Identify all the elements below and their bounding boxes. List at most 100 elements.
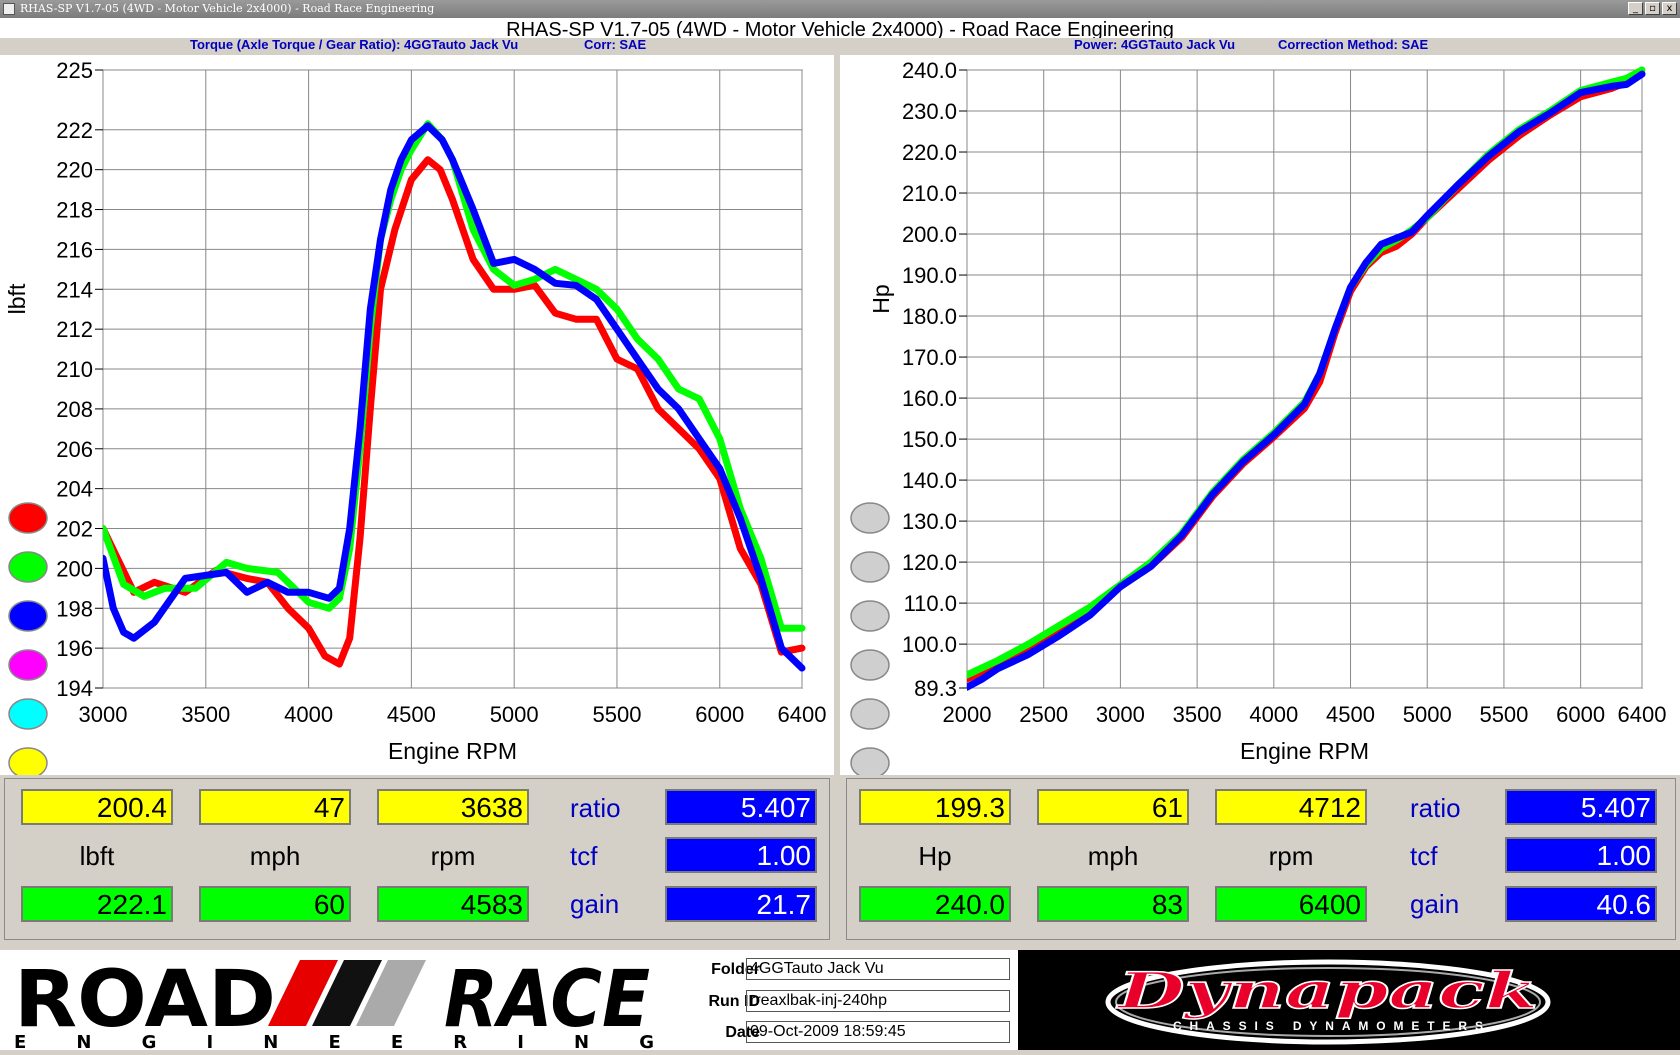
power-x-tick-label: 6400 xyxy=(1618,702,1667,727)
torque-y-tick-label: 200 xyxy=(56,556,93,581)
torque-x-tick-label: 5500 xyxy=(592,702,641,727)
torque-y-axis-title: lbft xyxy=(4,283,30,314)
torque-ratio-label: ratio xyxy=(570,793,621,823)
power-rpm-label: rpm xyxy=(1268,841,1314,871)
power-chart-panel: 2000 2500 3000 3500 4000 4500 5000 5500 6000 6400… xyxy=(840,55,1680,779)
torque-cursor-rpm: 3638 xyxy=(377,789,529,825)
torque-y-tick-label: 220 xyxy=(56,158,93,183)
runid-field[interactable]: rreaxlbak-inj-240hp xyxy=(746,990,1010,1012)
torque-y-tick-label: 222 xyxy=(56,118,93,143)
torque-mph-label: mph xyxy=(249,841,301,871)
power-y-tick-label: 230.0 xyxy=(902,99,957,124)
torque-run-toggle-4[interactable] xyxy=(8,649,48,681)
logo-road-text: ROAD xyxy=(14,955,276,1045)
power-y-axis-title: Hp xyxy=(868,284,894,313)
folder-field[interactable]: 4GGTauto Jack Vu xyxy=(746,958,1010,980)
torque-run-toggle-6[interactable] xyxy=(8,747,48,779)
date-field[interactable]: 09-Oct-2009 18:59:45 xyxy=(746,1021,1010,1043)
logo-race-text: RACE xyxy=(444,955,650,1045)
subtitle-band xyxy=(0,38,1680,55)
runid-label: Run ID xyxy=(708,993,760,1010)
torque-y-tick-label: 206 xyxy=(56,437,93,462)
power-x-tick-label: 6000 xyxy=(1556,702,1605,727)
power-y-tick-label: 89.3 xyxy=(914,676,957,701)
window-titlebar: RHAS-SP V1.7-05 (4WD - Motor Vehicle 2x4… xyxy=(0,0,1680,18)
power-run-toggle-1[interactable] xyxy=(850,502,890,534)
torque-series-line-3 xyxy=(103,122,806,672)
power-mph-label: mph xyxy=(1087,841,1139,871)
torque-x-tick-label: 3000 xyxy=(79,702,128,727)
power-y-tick-label: 140.0 xyxy=(902,468,957,493)
torque-peak-mph: 60 xyxy=(199,886,351,922)
power-y-tick-label: 220.0 xyxy=(902,140,957,165)
torque-tcf-value: 1.00 xyxy=(665,837,817,873)
dynapack-brand-text: Dynapack xyxy=(1115,961,1538,1020)
torque-tcf-label: tcf xyxy=(570,841,598,871)
torque-cursor-value: 200.4 xyxy=(21,789,173,825)
torque-run-toggle-1[interactable] xyxy=(8,502,48,534)
chart-title: RHAS-SP V1.7-05 (4WD - Motor Vehicle 2x4… xyxy=(0,18,1680,38)
torque-y-tick-label: 204 xyxy=(56,477,93,502)
torque-cursor-mph: 47 xyxy=(199,789,351,825)
torque-chart-panel: 3000 3500 4000 4500 5000 5500 6000 6400 194 196 19… xyxy=(0,55,834,779)
power-run-toggle-6[interactable] xyxy=(850,747,890,779)
power-x-tick-label: 5500 xyxy=(1479,702,1528,727)
torque-rpm-label: rpm xyxy=(430,841,476,871)
torque-unit-label: lbft xyxy=(79,841,115,871)
run-info: Folder 4GGTauto Jack Vu Run ID rreaxlbak… xyxy=(660,950,1018,1050)
road-race-engineering-logo: ROAD RACE E N G I N E E R I N G xyxy=(0,950,660,1053)
power-run-toggle-4[interactable] xyxy=(850,649,890,681)
torque-run-toggle-3[interactable] xyxy=(8,600,48,632)
restore-button[interactable]: ▫ xyxy=(1645,2,1660,15)
torque-run-toggle-2[interactable] xyxy=(8,551,48,583)
date-label: Date xyxy=(725,1024,760,1041)
power-gain-value: 40.6 xyxy=(1505,886,1657,922)
minimize-button[interactable]: _ xyxy=(1628,2,1643,15)
power-x-axis-title: Engine RPM xyxy=(1240,738,1369,764)
dynapack-logo: Dynapack CHASSIS DYNAMOMETERS xyxy=(1018,950,1680,1050)
close-button[interactable]: x xyxy=(1662,2,1677,15)
power-run-toggle-3[interactable] xyxy=(850,600,890,632)
power-run-toggle-2[interactable] xyxy=(850,551,890,583)
torque-x-tick-label: 4500 xyxy=(387,702,436,727)
power-subtitle: Power: 4GGTauto Jack Vu xyxy=(1074,37,1236,52)
power-correction: Correction Method: SAE xyxy=(1278,37,1429,52)
power-ratio-label: ratio xyxy=(1410,793,1461,823)
torque-correction: Corr: SAE xyxy=(584,37,647,52)
torque-ratio-value: 5.407 xyxy=(665,789,817,825)
power-y-tick-label: 180.0 xyxy=(902,304,957,329)
torque-readout: 200.4 47 3638 lbft mph rpm 222.1 60 4583… xyxy=(4,778,830,940)
window-title: RHAS-SP V1.7-05 (4WD - Motor Vehicle 2x4… xyxy=(20,2,435,15)
torque-chart[interactable]: 3000 3500 4000 4500 5000 5500 6000 6400 194 196 19… xyxy=(0,55,834,779)
torque-gain-label: gain xyxy=(570,889,620,919)
power-x-tick-label: 2000 xyxy=(943,702,992,727)
torque-subtitle: Torque (Axle Torque / Gear Ratio): 4GGTa… xyxy=(190,37,519,52)
power-y-tick-label: 200.0 xyxy=(902,222,957,247)
power-y-tick-label: 100.0 xyxy=(902,632,957,657)
power-y-tick-label: 160.0 xyxy=(902,386,957,411)
power-peak-value: 240.0 xyxy=(859,886,1011,922)
power-run-toggle-5[interactable] xyxy=(850,698,890,730)
torque-x-axis-title: Engine RPM xyxy=(388,738,517,764)
torque-y-tick-label: 218 xyxy=(56,198,93,223)
torque-peak-value: 222.1 xyxy=(21,886,173,922)
torque-y-tick-label: 198 xyxy=(56,596,93,621)
torque-y-tick-label: 194 xyxy=(56,676,93,701)
torque-run-toggle-5[interactable] xyxy=(8,698,48,730)
power-chart[interactable]: 2000 2500 3000 3500 4000 4500 5000 5500 6000 6400… xyxy=(840,55,1680,779)
power-peak-rpm: 6400 xyxy=(1215,886,1367,922)
power-tcf-value: 1.00 xyxy=(1505,837,1657,873)
torque-x-tick-label: 5000 xyxy=(490,702,539,727)
power-series-line-3 xyxy=(967,70,1646,691)
power-y-tick-label: 110.0 xyxy=(904,591,957,616)
power-readout: 199.3 61 4712 Hp mph rpm 240.0 83 6400 r… xyxy=(846,778,1676,940)
power-y-tick-label: 190.0 xyxy=(902,263,957,288)
torque-y-tick-label: 202 xyxy=(56,517,93,542)
power-gain-label: gain xyxy=(1410,889,1460,919)
torque-y-tick-label: 225 xyxy=(56,58,93,83)
power-x-tick-label: 3000 xyxy=(1096,702,1145,727)
torque-x-tick-label: 4000 xyxy=(284,702,333,727)
torque-y-tick-label: 212 xyxy=(56,317,93,342)
power-x-tick-label: 5000 xyxy=(1403,702,1452,727)
power-x-tick-label: 3500 xyxy=(1173,702,1222,727)
